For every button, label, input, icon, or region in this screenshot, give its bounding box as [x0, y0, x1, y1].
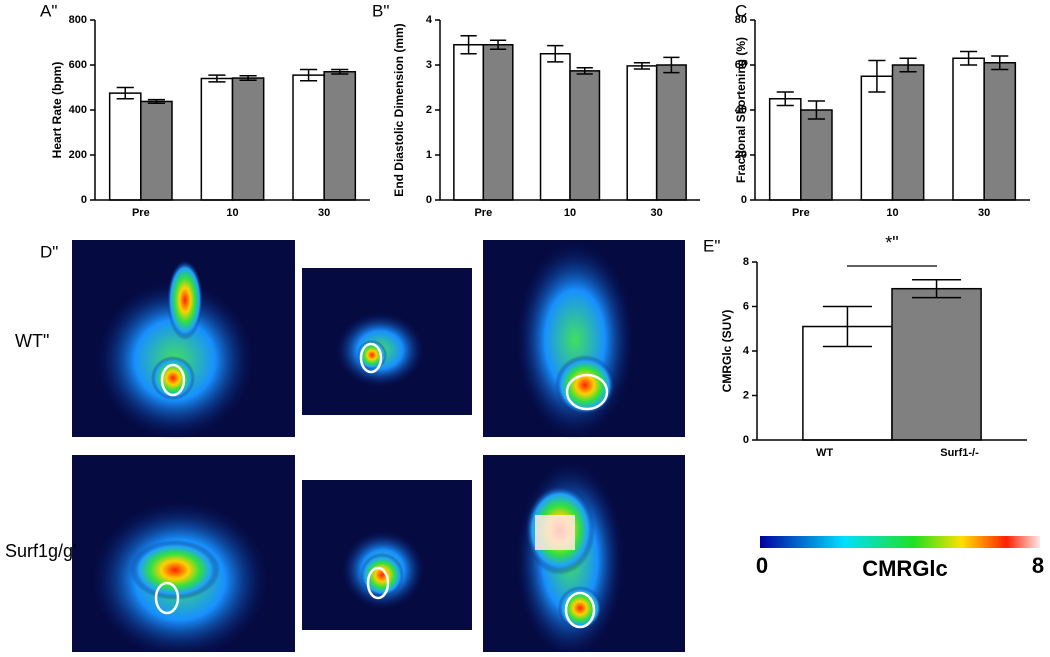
- y-tick-label: 20: [735, 149, 747, 161]
- panel-label: A": [40, 1, 57, 20]
- y-tick-label: 400: [69, 104, 87, 116]
- roi: [565, 373, 609, 411]
- bar: [453, 44, 485, 201]
- pet-images: [72, 240, 685, 657]
- x-tick-label: 10: [226, 207, 238, 219]
- bar: [626, 65, 658, 201]
- bar: [768, 98, 802, 201]
- x-tick-label: 10: [886, 207, 898, 219]
- x-tick-label: Pre: [792, 207, 810, 219]
- y-tick-label: 1: [426, 149, 432, 161]
- bar: [108, 92, 142, 201]
- colorbar-min: 0: [756, 553, 768, 578]
- x-tick-label: 30: [651, 207, 663, 219]
- bar: [231, 77, 265, 201]
- y-axis-label: Fractional Shortening (%): [734, 37, 748, 183]
- bar: [800, 109, 833, 201]
- x-tick-label: Surf1-/-: [940, 447, 979, 459]
- pet-blob: [130, 540, 220, 600]
- y-axis-label: CMRGlc (SUV): [720, 310, 734, 393]
- panel-label: D": [40, 242, 58, 261]
- colorbar-label: CMRGlc: [862, 556, 948, 581]
- y-tick-label: 8: [743, 256, 749, 268]
- y-tick-label: 0: [743, 434, 749, 446]
- bar: [482, 44, 514, 201]
- roi: [366, 566, 390, 600]
- row-label: Surf1g/g': [5, 541, 76, 561]
- bar: [860, 75, 894, 201]
- bar: [200, 77, 234, 201]
- panel-label: C: [735, 1, 747, 20]
- roi: [160, 363, 186, 397]
- pet-saturation: [535, 515, 575, 550]
- y-tick-label: 2: [426, 104, 432, 116]
- roi: [359, 342, 383, 374]
- y-axis-label: Heart Rate (bpm): [50, 62, 64, 159]
- pet-blob: [360, 553, 404, 597]
- y-tick-label: 0: [741, 194, 747, 206]
- x-tick-label: 10: [564, 207, 576, 219]
- bar: [569, 70, 601, 201]
- y-axis-label: End Diastolic Dimension (mm): [392, 23, 406, 196]
- annotation: *": [885, 233, 898, 253]
- colorbar-max: 8: [1032, 553, 1044, 578]
- bar: [292, 74, 325, 201]
- x-tick-label: WT: [816, 447, 833, 459]
- bar: [140, 100, 173, 201]
- y-tick-label: 0: [426, 194, 432, 206]
- row-label: WT": [15, 331, 49, 351]
- bar: [323, 71, 357, 201]
- y-tick-label: 800: [69, 14, 87, 26]
- y-tick-label: 3: [426, 59, 432, 71]
- y-tick-label: 2: [743, 389, 749, 401]
- y-tick-label: 80: [735, 14, 747, 26]
- bar: [655, 64, 687, 201]
- y-tick-label: 4: [743, 345, 750, 357]
- colorbar: [760, 536, 1040, 548]
- bar: [952, 57, 985, 201]
- roi: [154, 581, 180, 615]
- y-tick-label: 600: [69, 59, 87, 71]
- pet-blob: [151, 356, 195, 400]
- y-tick-label: 60: [735, 59, 747, 71]
- y-tick-label: 0: [81, 194, 87, 206]
- bar: [983, 62, 1017, 201]
- y-tick-label: 6: [743, 300, 749, 312]
- bar: [539, 53, 571, 201]
- panel-label: E": [703, 236, 720, 255]
- y-tick-label: 200: [69, 149, 87, 161]
- bar: [891, 287, 982, 441]
- x-tick-label: Pre: [474, 207, 492, 219]
- x-tick-label: 30: [978, 207, 990, 219]
- x-tick-label: Pre: [132, 207, 150, 219]
- bar: [891, 64, 925, 201]
- y-tick-label: 40: [735, 104, 747, 116]
- x-tick-label: 30: [318, 207, 330, 219]
- roi: [564, 591, 596, 629]
- panel-label: B": [372, 1, 389, 20]
- y-tick-label: 4: [426, 14, 433, 26]
- pet-blob: [167, 260, 203, 340]
